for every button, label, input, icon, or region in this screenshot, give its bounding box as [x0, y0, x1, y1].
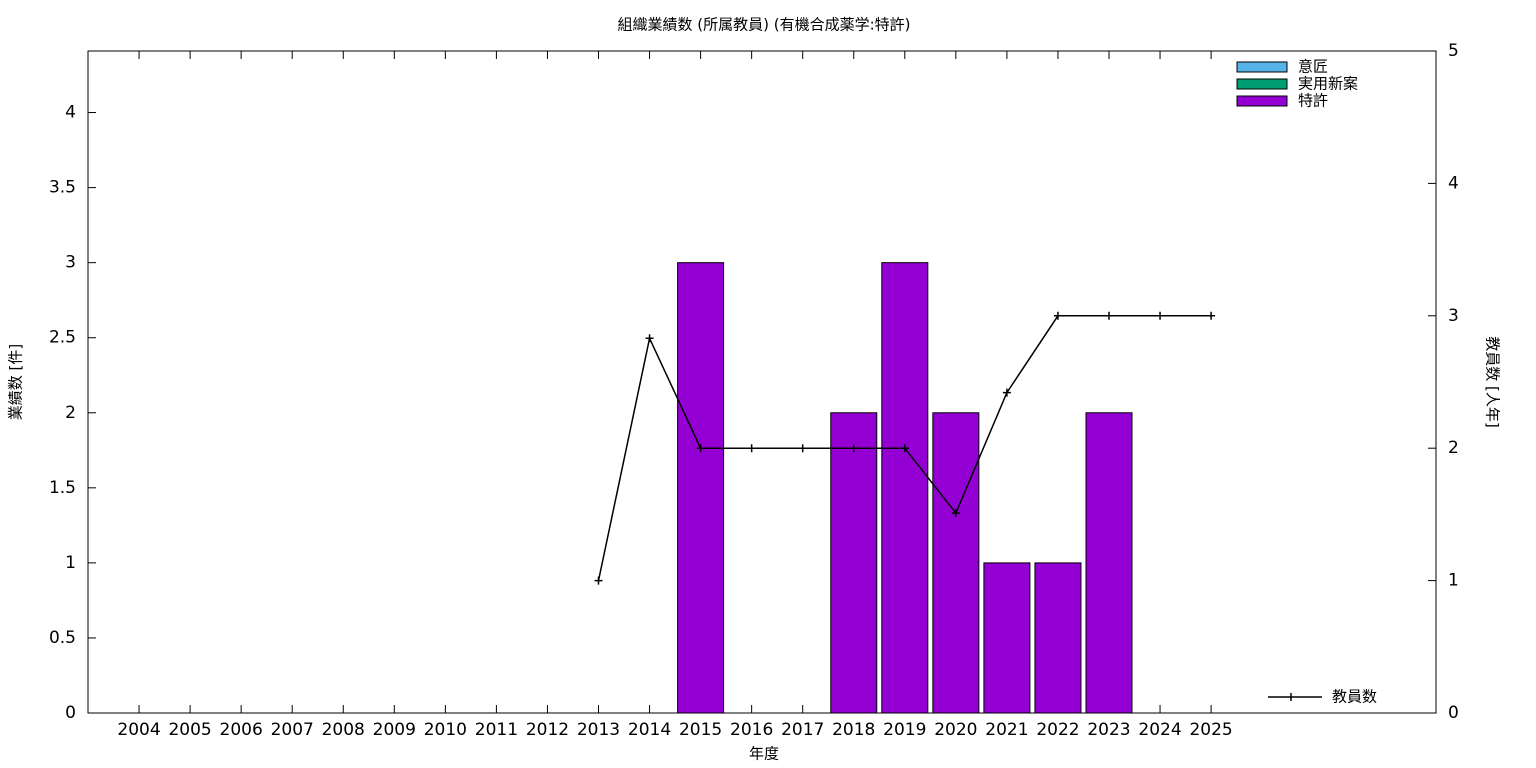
- point: [798, 444, 807, 453]
- point: [747, 444, 756, 453]
- legend-swatch: [1236, 78, 1288, 90]
- y2-tick-label: 5: [1448, 41, 1459, 61]
- point: [1002, 388, 1011, 397]
- x-tick-label: 2015: [679, 720, 722, 740]
- chart-title: 組織業績数 (所属教員) (有機合成薬学:特許): [618, 16, 911, 34]
- y-tick-label: 2: [65, 403, 76, 423]
- x-tick-label: 2025: [1189, 720, 1232, 740]
- point: [645, 334, 654, 343]
- point: [849, 444, 858, 453]
- y2-axis-label: 教員数 [人年]: [1484, 336, 1502, 427]
- x-tick-label: 2006: [220, 720, 263, 740]
- bar: [932, 412, 980, 714]
- legend-label: 教員数: [1332, 688, 1377, 706]
- x-tick-label: 2019: [883, 720, 926, 740]
- x-tick-label: 2022: [1036, 720, 1079, 740]
- legend-swatch: [1236, 95, 1288, 107]
- legend-swatch: [1236, 61, 1288, 73]
- point: [951, 509, 960, 518]
- y-tick-label: 3: [65, 253, 76, 273]
- x-tick-label: 2005: [168, 720, 211, 740]
- x-tick-label: 2007: [271, 720, 314, 740]
- bar: [983, 562, 1031, 714]
- x-tick-label: 2013: [577, 720, 620, 740]
- y-tick-label: 1: [65, 553, 76, 573]
- x-tick-label: 2020: [934, 720, 977, 740]
- y2-tick-label: 4: [1448, 173, 1459, 193]
- y2-tick-label: 0: [1448, 703, 1459, 723]
- x-axis-label: 年度: [749, 745, 779, 763]
- x-tick-label: 2024: [1138, 720, 1181, 740]
- x-tick-label: 2016: [730, 720, 773, 740]
- x-tick-label: 2010: [424, 720, 467, 740]
- y-tick-label: 3.5: [49, 178, 76, 198]
- legend-label: 意匠: [1298, 58, 1328, 76]
- y-axis-label: 業績数 [件]: [7, 344, 25, 420]
- point: [1156, 311, 1165, 320]
- bar: [881, 262, 929, 714]
- point: [1105, 311, 1113, 320]
- x-tick-label: 2012: [526, 720, 569, 740]
- x-tick-label: 2017: [781, 720, 824, 740]
- point: [696, 444, 705, 453]
- x-tick-label: 2018: [832, 720, 875, 740]
- bar: [1034, 562, 1082, 714]
- y-tick-label: 0.5: [49, 628, 76, 648]
- y-tick-label: 1.5: [49, 478, 76, 498]
- x-tick-label: 2023: [1087, 720, 1130, 740]
- legend-label: 特許: [1298, 92, 1328, 110]
- x-tick-label: 2008: [322, 720, 365, 740]
- x-tick-label: 2014: [628, 720, 671, 740]
- point: [1053, 311, 1062, 320]
- bar: [1085, 412, 1133, 714]
- y2-tick-label: 2: [1448, 438, 1459, 458]
- y-tick-label: 2.5: [49, 328, 76, 348]
- bar: [677, 262, 725, 714]
- bar: [830, 412, 878, 714]
- legend-label: 実用新案: [1298, 75, 1358, 93]
- y-tick-label: 4: [65, 103, 76, 123]
- x-tick-label: 2004: [117, 720, 160, 740]
- y2-tick-label: 3: [1448, 306, 1459, 326]
- x-tick-label: 2021: [985, 720, 1028, 740]
- y-tick-label: 0: [65, 703, 76, 723]
- point: [1207, 311, 1216, 320]
- plot-frame: [87, 50, 1437, 714]
- y2-tick-label: 1: [1448, 571, 1459, 591]
- x-tick-label: 2011: [475, 720, 518, 740]
- x-tick-label: 2009: [373, 720, 416, 740]
- point: [900, 444, 909, 453]
- point: [594, 576, 603, 585]
